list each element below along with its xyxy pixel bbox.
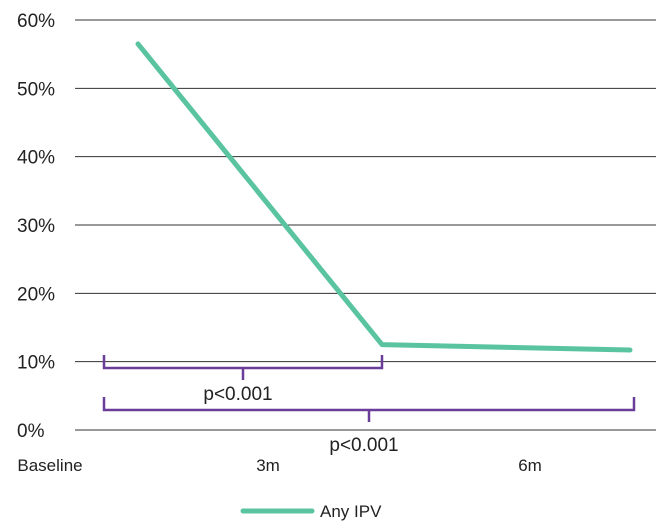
- x-tick-label-3m: 3m: [256, 456, 280, 475]
- y-tick-label-30: 30%: [17, 216, 55, 237]
- legend: Any IPV: [240, 502, 382, 521]
- y-tick-label-60: 60%: [17, 11, 55, 32]
- bracket-1: [102, 355, 384, 380]
- x-axis-ticks: Baseline 3m 6m: [17, 456, 541, 475]
- y-tick-label-20: 20%: [17, 284, 55, 305]
- x-tick-label-6m: 6m: [518, 456, 542, 475]
- p-value-label-1: p<0.001: [203, 384, 272, 405]
- significance-brackets: p<0.001 p<0.001: [102, 355, 636, 456]
- series-layer: [135, 41, 633, 353]
- y-tick-label-40: 40%: [17, 148, 55, 169]
- y-tick-label-10: 10%: [17, 353, 55, 374]
- bracket-2: [102, 397, 636, 422]
- p-value-label-2: p<0.001: [329, 435, 398, 456]
- series-line-0: [135, 41, 633, 353]
- y-axis-ticks: 0% 10% 20% 30% 40% 50% 60%: [17, 11, 55, 442]
- y-tick-label-0: 0%: [17, 421, 45, 442]
- legend-label-any-ipv: Any IPV: [320, 502, 382, 521]
- y-tick-label-50: 50%: [17, 79, 55, 100]
- x-tick-label-baseline: Baseline: [17, 456, 82, 475]
